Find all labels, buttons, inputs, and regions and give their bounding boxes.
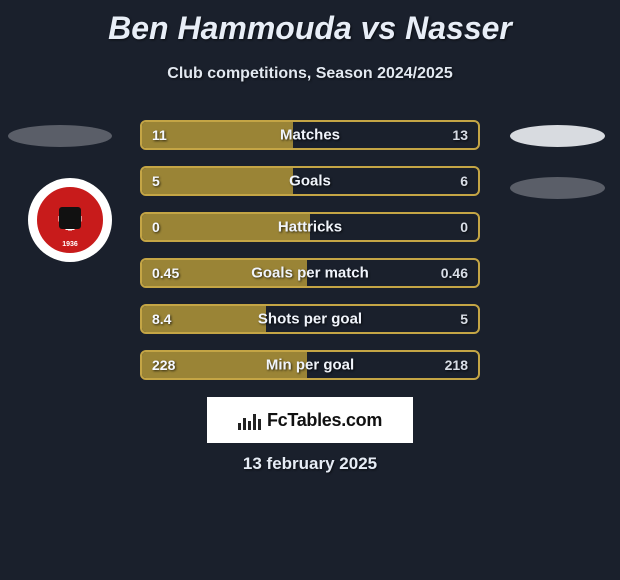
stat-value-right: 0 xyxy=(460,219,468,235)
player-right-shape-1 xyxy=(510,125,605,147)
stat-label: Matches xyxy=(280,127,340,144)
stat-row: 0.45 0.46 Goals per match xyxy=(140,258,480,288)
stat-label: Goals xyxy=(289,173,331,190)
stat-value-left: 11 xyxy=(152,127,167,143)
stat-row: 0 0 Hattricks xyxy=(140,212,480,242)
subtitle: Club competitions, Season 2024/2025 xyxy=(0,65,620,83)
stat-value-right: 218 xyxy=(445,357,468,373)
stat-row-fill xyxy=(142,168,293,194)
stat-value-left: 0.45 xyxy=(152,265,179,281)
stat-value-right: 13 xyxy=(452,127,468,143)
stat-label: Goals per match xyxy=(251,265,369,282)
date-text: 13 february 2025 xyxy=(243,454,377,474)
player-right-shape-2 xyxy=(510,177,605,199)
stat-value-left: 0 xyxy=(152,219,160,235)
stat-row: 5 6 Goals xyxy=(140,166,480,196)
page-title: Ben Hammouda vs Nasser xyxy=(0,0,620,47)
stat-row: 228 218 Min per goal xyxy=(140,350,480,380)
stat-value-right: 6 xyxy=(460,173,468,189)
stat-value-left: 8.4 xyxy=(152,311,171,327)
footer-brand[interactable]: FcTables.com xyxy=(207,397,413,443)
stat-row: 8.4 5 Shots per goal xyxy=(140,304,480,334)
player-left-shape xyxy=(8,125,112,147)
stat-label: Shots per goal xyxy=(258,311,362,328)
stat-value-left: 228 xyxy=(152,357,175,373)
stat-value-right: 0.46 xyxy=(441,265,468,281)
stat-value-left: 5 xyxy=(152,173,160,189)
club-badge xyxy=(28,178,112,262)
stat-label: Hattricks xyxy=(278,219,342,236)
club-badge-inner xyxy=(37,187,103,253)
brand-text: FcTables.com xyxy=(267,410,382,431)
comparison-bars: 11 13 Matches 5 6 Goals 0 0 Hattricks 0.45 0.46 Goa… xyxy=(140,120,480,396)
brand-chart-icon xyxy=(238,410,261,430)
stat-row: 11 13 Matches xyxy=(140,120,480,150)
stat-value-right: 5 xyxy=(460,311,468,327)
stat-label: Min per goal xyxy=(266,357,354,374)
